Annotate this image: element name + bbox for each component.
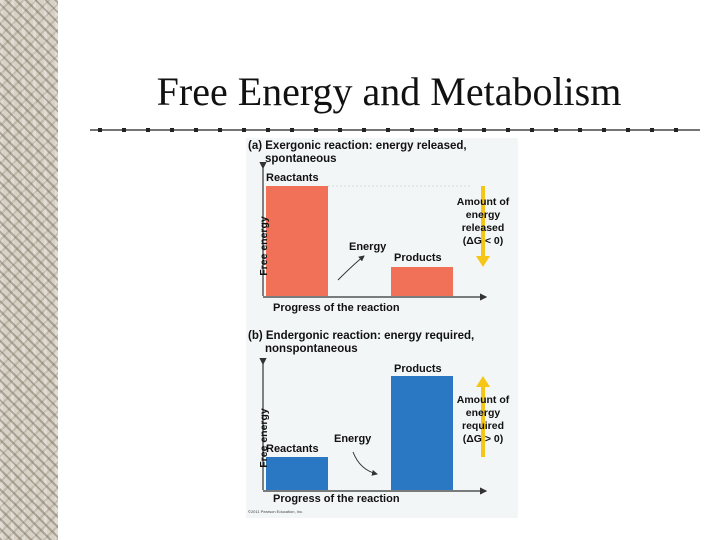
divider-mark: [458, 128, 462, 132]
panel-b-reactants-label: Reactants: [266, 443, 319, 455]
divider-mark: [290, 128, 294, 132]
divider-mark: [506, 128, 510, 132]
title-divider: [90, 128, 700, 132]
divider-mark: [530, 128, 534, 132]
panel-b-delta-arrow: [476, 376, 490, 457]
divider-mark: [482, 128, 486, 132]
panel-b-energy-arrow: [352, 451, 378, 476]
divider-mark: [170, 128, 174, 132]
divider-mark: [602, 128, 606, 132]
divider-mark: [554, 128, 558, 132]
divider-mark: [146, 128, 150, 132]
divider-mark: [626, 128, 630, 132]
divider-mark: [338, 128, 342, 132]
panel-a-annotation: Amount of energy released (ΔG < 0): [456, 196, 510, 247]
divider-mark: [410, 128, 414, 132]
panel-a-title: (a) Exergonic reaction: energy released,…: [248, 140, 467, 165]
divider-mark: [122, 128, 126, 132]
panel-a-delta-arrow: [476, 186, 490, 267]
decorative-side-strip: [0, 0, 58, 540]
panel-b-products-label: Products: [394, 363, 442, 375]
panel-b-y-axis-label: Free energy: [258, 408, 270, 468]
slide-title: Free Energy and Metabolism: [156, 69, 622, 114]
divider-mark: [386, 128, 390, 132]
panel-a-x-axis-label: Progress of the reaction: [273, 302, 400, 314]
divider-mark: [242, 128, 246, 132]
panel-b-annotation: Amount of energy required (ΔG > 0): [456, 394, 510, 445]
divider-mark: [362, 128, 366, 132]
panel-a-energy-arrow: [337, 255, 365, 281]
panel-b-products-bar: [391, 376, 453, 490]
divider-mark: [674, 128, 678, 132]
panel-b-energy-label: Energy: [334, 433, 372, 445]
panel-b-graphics: [259, 358, 490, 495]
divider-mark: [314, 128, 318, 132]
panel-a-products-bar: [391, 267, 453, 296]
divider-mark: [98, 128, 102, 132]
divider-mark: [218, 128, 222, 132]
panel-b-reactants-bar: [266, 457, 328, 490]
divider-mark: [194, 128, 198, 132]
panel-a-graphics: [259, 162, 490, 301]
panel-a-reactants-bar: [266, 186, 328, 296]
divider-mark: [266, 128, 270, 132]
panel-a-reactants-label: Reactants: [266, 172, 319, 184]
panel-a-products-label: Products: [394, 252, 442, 264]
panel-a-energy-label: Energy: [349, 241, 387, 253]
energy-diagram-graphics: [259, 162, 490, 495]
divider-mark: [650, 128, 654, 132]
panel-a-y-axis-label: Free energy: [258, 216, 270, 276]
panel-b-x-axis-label: Progress of the reaction: [273, 493, 400, 505]
panel-b-title: (b) Endergonic reaction: energy required…: [248, 330, 475, 355]
divider-mark: [578, 128, 582, 132]
copyright-credit: ©2011 Pearson Education, Inc.: [248, 509, 304, 514]
divider-mark: [434, 128, 438, 132]
energy-diagram-figure: (a) Exergonic reaction: energy released,…: [246, 138, 518, 518]
